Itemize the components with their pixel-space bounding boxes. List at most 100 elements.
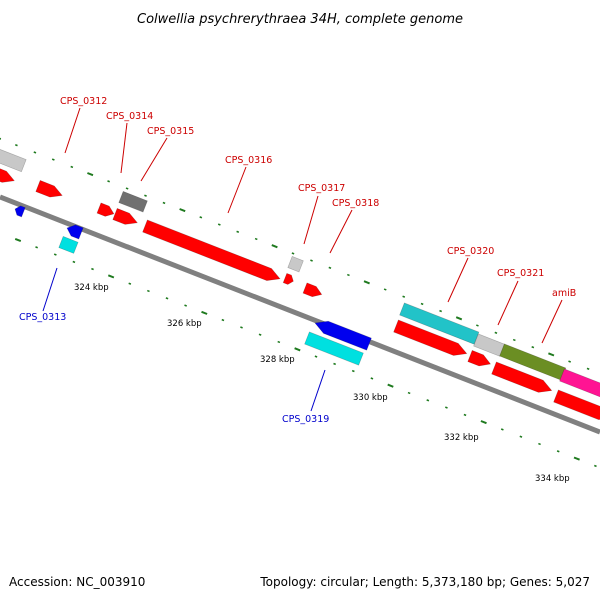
scale-tick (240, 326, 243, 329)
scale-label-324: 324 kbp (74, 283, 109, 293)
scale-tick (556, 450, 560, 453)
gene-features (0, 147, 600, 424)
connector-cps-0312 (64, 107, 81, 154)
gene-label-cps-0317[interactable]: CPS_0317 (298, 183, 345, 194)
scale-tick (53, 253, 57, 256)
outer-track-dot (310, 259, 313, 262)
gene-feature-cps-0319[interactable] (304, 331, 364, 366)
scale-tick (258, 333, 262, 336)
outer-track-dot (144, 194, 147, 197)
scale-tick (201, 310, 208, 315)
connector-cps-0316 (227, 166, 247, 214)
scale-tick (146, 289, 150, 293)
scale-labels: 324 kbp 326 kbp 328 kbp 330 kbp 332 kbp … (74, 283, 570, 484)
dotted-guides (0, 135, 597, 468)
gene-feature-cps-0312[interactable] (35, 180, 65, 201)
scale-tick (370, 377, 374, 380)
outer-track-dot (236, 230, 240, 233)
outer-track-dot (87, 172, 94, 177)
scale-tick (165, 297, 169, 300)
gene-label-cps-0320[interactable]: CPS_0320 (447, 246, 494, 257)
scale-tick (351, 369, 355, 373)
connector-amib (541, 299, 563, 344)
gene-feature-red-small-1[interactable] (96, 202, 116, 219)
outer-track-dot (33, 151, 37, 154)
outer-track-dot (586, 367, 590, 370)
scale-tick (128, 282, 132, 285)
scale-tick (14, 237, 22, 243)
gene-feature-gray-small[interactable] (287, 256, 304, 273)
connector-cps-0321 (497, 280, 519, 326)
scale-tick (277, 340, 281, 344)
gene-feature-cps-0313[interactable] (58, 236, 79, 254)
scale-label-328: 328 kbp (260, 355, 295, 365)
outer-track-dot (162, 201, 166, 205)
gene-feature-gray-left[interactable] (0, 147, 27, 173)
outer-track-dot (531, 346, 535, 349)
connector-cps-0313 (42, 267, 58, 312)
gene-feature-cps-0321[interactable] (473, 333, 505, 357)
gene-feature-cps-0316[interactable] (142, 219, 283, 285)
gene-feature-cps-0318[interactable] (302, 282, 324, 300)
scale-tick (444, 406, 448, 409)
scale-tick (107, 274, 115, 279)
scale-tick (593, 464, 597, 468)
gene-label-amib[interactable]: amiB (552, 288, 576, 299)
gene-label-cps-0318[interactable]: CPS_0318 (332, 198, 379, 209)
scale-tick (221, 318, 225, 322)
outer-track-dot (179, 208, 186, 213)
gene-feature-cps-0314[interactable] (112, 208, 140, 228)
scale-tick (500, 428, 504, 431)
gene-feature-red-small-2[interactable] (467, 350, 493, 369)
scale-tick (91, 267, 94, 271)
gene-label-cps-0312[interactable]: CPS_0312 (60, 96, 107, 107)
gene-feature-red-long-1[interactable] (393, 319, 470, 360)
gene-feature-red-long-3[interactable] (553, 389, 600, 424)
outer-track-dot (125, 187, 129, 190)
scale-tick (333, 362, 337, 366)
outer-track-dot (14, 144, 18, 147)
scale-tick (538, 442, 541, 446)
outer-track-dot (346, 273, 350, 277)
outer-track-dot (402, 295, 406, 298)
connector-cps-0320 (447, 257, 469, 303)
gene-feature-blue-tiny[interactable] (13, 204, 26, 218)
label-connectors (42, 107, 563, 412)
outer-track-dot (0, 135, 2, 141)
outer-track-dot (455, 316, 463, 321)
scale-tick (72, 260, 76, 264)
scale-tick (387, 383, 394, 388)
gene-label-cps-0313[interactable]: CPS_0313 (19, 312, 66, 323)
connector-cps-0315 (140, 137, 168, 182)
scale-tick (426, 399, 430, 402)
gene-label-cps-0316[interactable]: CPS_0316 (225, 155, 272, 166)
gene-feature-cps-0320[interactable] (399, 302, 480, 345)
scale-tick (184, 304, 188, 307)
gene-labels: CPS_0312 CPS_0313 CPS_0314 CPS_0315 CPS_… (19, 96, 576, 425)
gene-label-cps-0314[interactable]: CPS_0314 (106, 111, 153, 122)
scale-tick (407, 391, 411, 395)
outer-track-dot (548, 352, 555, 357)
gene-label-cps-0319[interactable]: CPS_0319 (282, 414, 329, 425)
gene-feature-red-long-2[interactable] (491, 361, 554, 397)
outer-track-dot (475, 324, 479, 327)
gene-feature-amib[interactable] (559, 368, 600, 400)
outer-track-dot (107, 180, 111, 183)
gene-feature-blue-long[interactable] (313, 317, 372, 351)
connector-cps-0318 (329, 209, 353, 254)
gene-feature-dark-gray[interactable] (118, 191, 148, 213)
outer-track-dot (271, 244, 278, 249)
genome-backbone (0, 194, 600, 435)
gene-feature-red-left[interactable] (0, 166, 17, 186)
scale-label-330: 330 kbp (353, 393, 388, 403)
outer-track-dot (51, 158, 55, 161)
outer-track-dot (291, 252, 295, 255)
gene-feature-cps-0317[interactable] (282, 272, 295, 286)
gene-feature-cps-0313-blue[interactable] (65, 222, 84, 240)
gene-label-cps-0315[interactable]: CPS_0315 (147, 126, 194, 137)
connector-cps-0314 (120, 122, 128, 174)
scale-tick (573, 456, 580, 461)
connector-cps-0319 (310, 369, 326, 412)
gene-label-cps-0321[interactable]: CPS_0321 (497, 268, 544, 279)
